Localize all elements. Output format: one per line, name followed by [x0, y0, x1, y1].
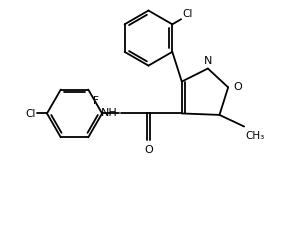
Text: O: O — [144, 144, 153, 154]
Text: CH₃: CH₃ — [245, 130, 265, 140]
Text: Cl: Cl — [25, 109, 35, 119]
Text: NH: NH — [101, 108, 117, 117]
Text: O: O — [233, 81, 242, 92]
Text: N: N — [204, 56, 212, 66]
Text: Cl: Cl — [183, 9, 193, 19]
Text: F: F — [93, 96, 98, 106]
